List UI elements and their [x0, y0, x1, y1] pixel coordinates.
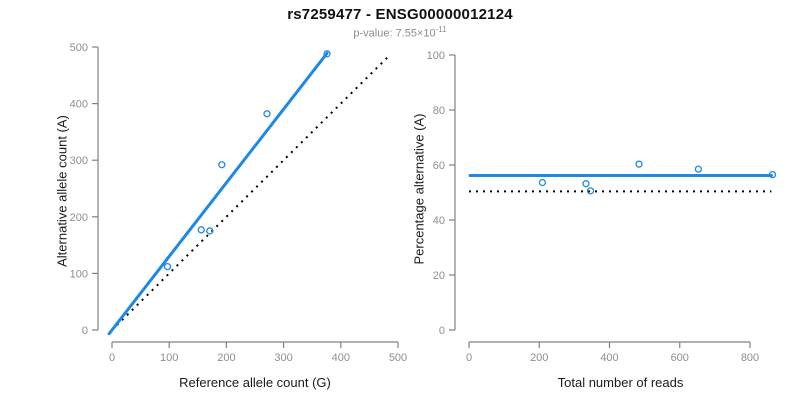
x-axis-tick-label: 100 [160, 352, 178, 364]
y-axis-tick-label: 400 [70, 99, 88, 111]
y-axis-tick-label: 60 [433, 160, 445, 172]
data-point [323, 50, 331, 58]
y-axis-tick-label: 40 [433, 215, 445, 227]
left-x-axis-label: Reference allele count (G) [179, 375, 331, 390]
chart-left: 0 100 200 300 400 500 0 100 200 300 400 500 [70, 42, 408, 364]
y-axis-tick-label: 0 [439, 325, 445, 337]
x-axis-tick-label: 400 [332, 352, 350, 364]
data-point [538, 178, 547, 187]
data-point [197, 226, 205, 234]
identity-line [111, 53, 392, 331]
x-axis-tick-label: 500 [389, 352, 407, 364]
y-axis-tick-label: 100 [70, 268, 88, 280]
data-point [635, 160, 643, 168]
right-x-axis-label: Total number of reads [557, 375, 684, 390]
x-axis-tick-label: 600 [671, 352, 689, 364]
data-point [206, 227, 214, 235]
data-point [586, 187, 595, 195]
p-value-text: p-value: 7.55×10 [353, 27, 436, 40]
y-axis-tick-label: 80 [433, 105, 445, 117]
data-point [582, 180, 590, 188]
data-point [768, 170, 777, 179]
data-point [263, 110, 271, 118]
y-axis-tick-label: 200 [70, 212, 88, 224]
x-axis-tick-label: 0 [466, 352, 472, 364]
x-axis-tick-label: 800 [741, 352, 759, 364]
figure-title: rs7259477 - ENSG00000012124 [287, 6, 513, 23]
data-point [163, 262, 172, 271]
figure-subtitle: p-value: 7.55×10-11 [0, 25, 800, 40]
x-axis-tick-label: 300 [274, 352, 292, 364]
y-axis-tick-label: 100 [427, 50, 445, 62]
data-point [218, 161, 226, 169]
fit-line [107, 51, 329, 336]
chart-right: 0 20 40 60 80 100 0 200 400 600 800 [427, 50, 777, 364]
x-axis-tick-label: 200 [530, 352, 548, 364]
y-axis-tick-label: 0 [82, 325, 88, 337]
x-axis-tick-label: 400 [600, 352, 618, 364]
y-axis-tick-label: 300 [70, 155, 88, 167]
y-axis-tick-label: 20 [433, 270, 445, 282]
x-axis-tick-label: 0 [109, 352, 115, 364]
p-value-exponent: -11 [435, 25, 447, 34]
x-axis-tick-label: 200 [217, 352, 235, 364]
data-point [694, 165, 703, 173]
y-axis-tick-label: 500 [70, 42, 88, 54]
